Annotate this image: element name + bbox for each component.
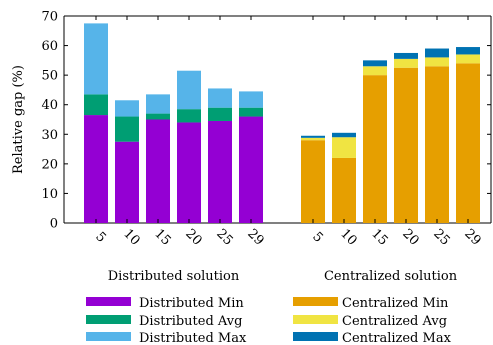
bar-segment <box>394 58 418 68</box>
x-tick-label: 25 <box>430 226 452 248</box>
x-tick-label: 5 <box>309 229 325 245</box>
group-label: Centralized solution <box>324 269 458 284</box>
legend-label: Distributed Max <box>139 331 247 345</box>
x-tick-label: 29 <box>461 226 483 248</box>
bar-segment <box>363 75 387 224</box>
x-tick-label: 5 <box>92 229 108 245</box>
bar-segment <box>456 47 480 55</box>
y-tick-label: 60 <box>41 39 58 54</box>
y-tick-label: 70 <box>41 10 58 25</box>
bar-segment <box>425 66 449 224</box>
bar-segment <box>177 122 201 223</box>
y-tick-label: 10 <box>41 187 58 202</box>
bar-segment <box>394 52 418 59</box>
legend-swatch <box>86 297 131 306</box>
bar-segment <box>146 119 170 223</box>
legend-label: Centralized Min <box>342 296 449 311</box>
y-tick-label: 30 <box>41 128 58 143</box>
x-tick-label: 20 <box>182 226 204 248</box>
bar-segment <box>425 57 449 67</box>
x-tick-label: 15 <box>368 226 390 248</box>
y-tick-label: 0 <box>50 217 58 232</box>
bar-segment <box>301 137 325 141</box>
bar-segment <box>332 157 356 223</box>
bar-segment <box>239 116 263 223</box>
legend-label: Distributed Min <box>139 296 244 311</box>
y-axis-title: Relative gap (%) <box>11 65 26 174</box>
bar-segment <box>84 115 108 223</box>
bar-segment <box>146 113 170 120</box>
bar-segment <box>84 94 108 116</box>
legend-swatch <box>293 332 338 341</box>
x-tick-label: 25 <box>213 226 235 248</box>
bar-segment <box>177 70 201 110</box>
y-tick-label: 50 <box>41 69 58 84</box>
legend-swatch <box>293 315 338 324</box>
x-tick-label: 20 <box>399 226 421 248</box>
x-tick-label: 10 <box>337 226 359 248</box>
bar-segment <box>84 23 108 95</box>
group-label: Distributed solution <box>108 269 240 284</box>
legend-label: Centralized Avg <box>342 314 447 329</box>
y-tick-label: 20 <box>41 157 58 172</box>
bar-segment <box>363 60 387 67</box>
bar-segment <box>146 94 170 114</box>
y-tick-label: 40 <box>41 98 58 113</box>
bar-segment <box>115 100 139 117</box>
bar-segment <box>208 88 232 108</box>
bar-segment <box>332 132 356 138</box>
bar-segment <box>363 66 387 76</box>
bar-segment <box>115 141 139 223</box>
bar-segment <box>301 135 325 138</box>
bar-segment <box>208 107 232 121</box>
bar-segment <box>456 63 480 223</box>
bar-segment <box>301 140 325 223</box>
bar-segment <box>239 91 263 108</box>
bar-segment <box>177 109 201 123</box>
bar-segment <box>115 116 139 142</box>
bar-segment <box>239 107 263 117</box>
bar-segment <box>208 120 232 223</box>
x-tick-label: 29 <box>244 226 266 248</box>
legend-label: Distributed Avg <box>139 314 242 329</box>
bar-segment <box>456 54 480 64</box>
bar-segment <box>394 67 418 223</box>
x-tick-label: 15 <box>151 226 173 248</box>
bar-segment <box>425 48 449 58</box>
legend-label: Centralized Max <box>342 331 452 345</box>
x-tick-label: 10 <box>120 226 142 248</box>
legend-swatch <box>86 332 131 341</box>
legend-swatch <box>86 315 131 324</box>
bar-segment <box>332 137 356 158</box>
legend-swatch <box>293 297 338 306</box>
